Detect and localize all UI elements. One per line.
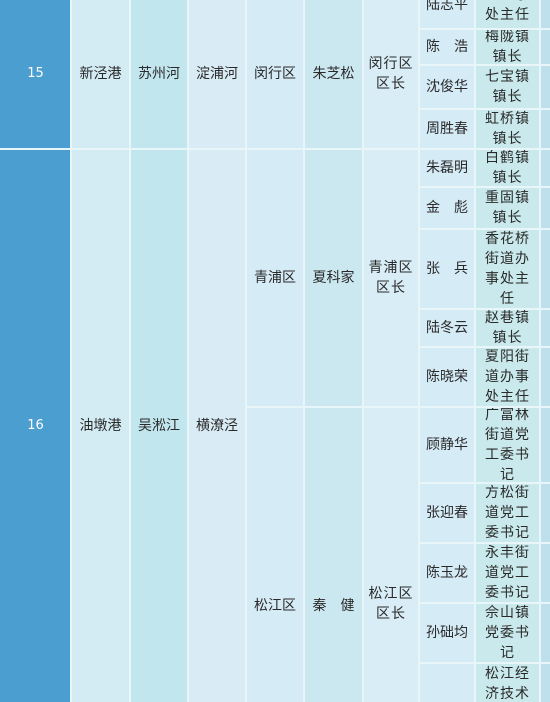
column-divider [303, 0, 305, 702]
town-chief-name: 陆志平 [419, 0, 475, 28]
town-chief-title: 方松街道党工委书记 [475, 484, 540, 542]
town-chief-name: 沈俊华 [419, 66, 475, 108]
town-chief-title: 赵巷镇镇长 [475, 310, 540, 346]
row-number: 15 [0, 0, 71, 148]
district-title-cell: 闵行区区长 [363, 0, 419, 148]
district-chief-cell: 秦 健 [304, 408, 363, 702]
town-chief-title: 香花桥街道办事处主任 [475, 230, 540, 308]
row-divider [419, 602, 550, 604]
district-cell: 松江区 [246, 408, 304, 702]
row-divider [419, 308, 550, 310]
row-divider [419, 108, 550, 110]
row-divider [0, 148, 550, 150]
row-number: 16 [0, 150, 71, 702]
town-chief-title: 佘山镇党委书记 [475, 604, 540, 662]
town-chief-name: 朱磊明 [419, 150, 475, 186]
column-divider [129, 0, 131, 702]
row-divider [419, 482, 550, 484]
district-cell: 闵行区 [246, 0, 304, 148]
row-divider [419, 542, 550, 544]
row-divider [419, 186, 550, 188]
town-chief-title: 七宝镇镇长 [475, 66, 540, 108]
column-divider [245, 0, 247, 702]
row-divider [419, 28, 550, 30]
river-cell: 横潦泾 [188, 150, 246, 702]
district-chief-cell: 夏科家 [304, 150, 363, 406]
town-chief-title: 梅陇镇镇长 [475, 30, 540, 64]
district-title-cell: 松江区区长 [363, 408, 419, 702]
district-cell: 青浦区 [246, 150, 304, 406]
column-divider [539, 0, 541, 702]
town-chief-title: 夏阳街道办事处主任 [475, 348, 540, 406]
row-divider [246, 406, 550, 408]
town-chief-name: 孙础均 [419, 604, 475, 662]
town-chief-name [419, 664, 475, 702]
town-chief-name: 陈晓荣 [419, 348, 475, 406]
town-chief-name: 金 彪 [419, 188, 475, 228]
column-divider [418, 0, 420, 702]
row-divider [419, 662, 550, 664]
column-divider [362, 0, 364, 702]
river-cell: 油墩港 [71, 150, 130, 702]
row-divider [419, 64, 550, 66]
river-cell: 淀浦河 [188, 0, 246, 148]
town-chief-title: 松江经济技术 [475, 664, 540, 702]
town-chief-name: 顾静华 [419, 408, 475, 482]
river-cell: 吴淞江 [130, 150, 188, 702]
town-chief-name: 张 兵 [419, 230, 475, 308]
row-divider [419, 346, 550, 348]
district-title-cell: 青浦区区长 [363, 150, 419, 406]
town-chief-name: 陆冬云 [419, 310, 475, 346]
column-divider [474, 0, 476, 702]
river-cell: 新泾港 [71, 0, 130, 148]
column-divider [187, 0, 189, 702]
town-chief-name: 陈玉龙 [419, 544, 475, 602]
town-chief-title: 道办事处主任 [475, 0, 540, 28]
town-chief-title: 广富林街道党工委书记 [475, 408, 540, 482]
town-chief-title: 白鹤镇镇长 [475, 150, 540, 186]
town-chief-title: 永丰街道党工委书记 [475, 544, 540, 602]
town-chief-name: 陈 浩 [419, 30, 475, 64]
district-chief-cell: 朱芝松 [304, 0, 363, 148]
column-divider [70, 0, 72, 702]
town-chief-name: 周胜春 [419, 110, 475, 148]
river-cell: 苏州河 [130, 0, 188, 148]
town-chief-title: 虹桥镇镇长 [475, 110, 540, 148]
row-divider [419, 228, 550, 230]
town-chief-name: 张迎春 [419, 484, 475, 542]
town-chief-title: 重固镇镇长 [475, 188, 540, 228]
